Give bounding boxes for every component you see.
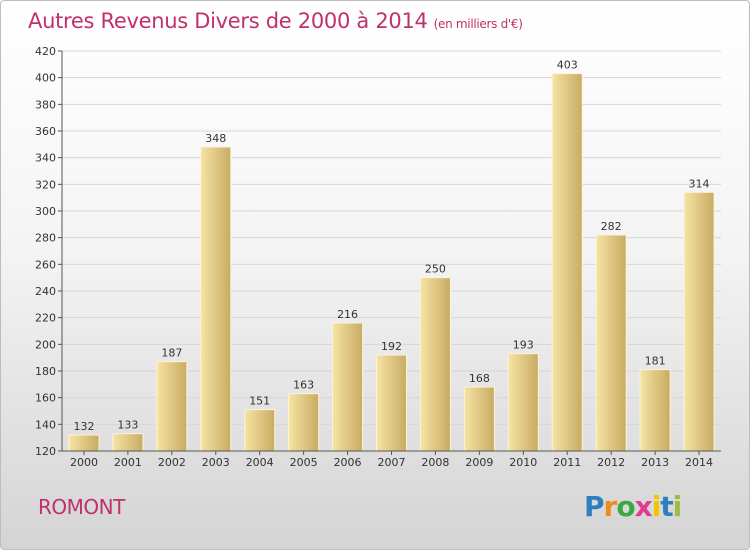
y-tick-label: 400 (35, 72, 56, 85)
x-tick-label-2006: 2006 (334, 456, 362, 469)
chart-title-text: Autres Revenus Divers de 2000 à 2014 (28, 9, 428, 33)
y-tick-label: 360 (35, 125, 56, 138)
y-tick-label: 320 (35, 178, 56, 191)
x-tick-label-2004: 2004 (246, 456, 274, 469)
bar-2007 (376, 354, 407, 452)
y-tick-label: 180 (35, 365, 56, 378)
bar-2011 (551, 73, 583, 452)
bar-2012 (595, 234, 627, 452)
data-label-2010: 193 (513, 339, 534, 352)
bar-2001 (112, 433, 144, 452)
x-tick-label-2008: 2008 (421, 456, 449, 469)
data-label-2001: 133 (117, 419, 138, 432)
y-tick-label: 300 (35, 205, 56, 218)
y-tick-label: 340 (35, 152, 56, 165)
bar-2002 (156, 361, 188, 452)
y-tick-label: 140 (35, 418, 56, 431)
data-label-2005: 163 (293, 379, 314, 392)
bar-2006 (332, 322, 364, 452)
y-tick-label: 200 (35, 338, 56, 351)
logo-letter: P (584, 490, 605, 523)
logo-letter: x (634, 490, 653, 523)
y-tick-label: 380 (35, 98, 56, 111)
data-label-2009: 168 (469, 372, 490, 385)
data-label-2013: 181 (645, 355, 666, 368)
x-tick-label-2012: 2012 (597, 456, 625, 469)
data-label-2002: 187 (161, 347, 182, 360)
x-tick-label-2013: 2013 (641, 456, 669, 469)
bar-2013 (639, 369, 671, 452)
x-tick-label-2005: 2005 (290, 456, 318, 469)
data-label-2011: 403 (557, 59, 578, 72)
x-tick-label-2001: 2001 (114, 456, 142, 469)
x-tick-label-2007: 2007 (378, 456, 406, 469)
data-label-2000: 132 (73, 420, 94, 433)
data-label-2012: 282 (601, 220, 622, 233)
x-tick-label-2010: 2010 (509, 456, 537, 469)
bar-2003 (200, 146, 232, 452)
logo-letter: i (651, 490, 662, 523)
y-tick-label: 260 (35, 258, 56, 271)
data-label-2007: 192 (381, 340, 402, 353)
bar-2005 (288, 393, 320, 452)
bar-2014 (683, 191, 715, 452)
y-tick-label: 420 (35, 45, 56, 58)
chart-title: Autres Revenus Divers de 2000 à 2014 (en … (28, 9, 523, 33)
x-tick-label-2003: 2003 (202, 456, 230, 469)
axes: 120 140 160 180 200 220 240 260 280 300 320 340 360 3… (35, 45, 721, 469)
chart-subtitle: (en milliers d'€) (433, 17, 523, 31)
y-tick-label: 220 (35, 312, 56, 325)
logo-letter: r (603, 490, 618, 523)
x-tick-label-2002: 2002 (158, 456, 186, 469)
data-label-2008: 250 (425, 263, 446, 276)
y-tick-label: 240 (35, 285, 56, 298)
x-tick-label-2014: 2014 (685, 456, 713, 469)
bar-series: 132 133 187 348 151 163 216 192 250 168 193 403 282 1… (68, 59, 715, 452)
logo-letter: o (616, 490, 635, 523)
x-tick-label-2000: 2000 (70, 456, 98, 469)
logo-letter: i (672, 490, 683, 523)
bar-2004 (244, 409, 276, 452)
data-label-2006: 216 (337, 308, 358, 321)
data-label-2003: 348 (205, 132, 226, 145)
data-label-2004: 151 (249, 395, 270, 408)
logo-letter: t (660, 490, 673, 523)
bar-2008 (419, 277, 451, 452)
x-tick-label-2009: 2009 (465, 456, 493, 469)
y-tick-label: 280 (35, 232, 56, 245)
bar-2010 (507, 353, 539, 452)
place-name: ROMONT (38, 495, 125, 519)
y-tick-label: 160 (35, 392, 56, 405)
proxiti-logo: Proxiti (584, 490, 683, 523)
bar-2000 (68, 434, 100, 452)
y-tick-label: 120 (35, 445, 56, 458)
bar-2009 (463, 386, 495, 452)
x-tick-label-2011: 2011 (553, 456, 581, 469)
data-label-2014: 314 (689, 177, 710, 190)
